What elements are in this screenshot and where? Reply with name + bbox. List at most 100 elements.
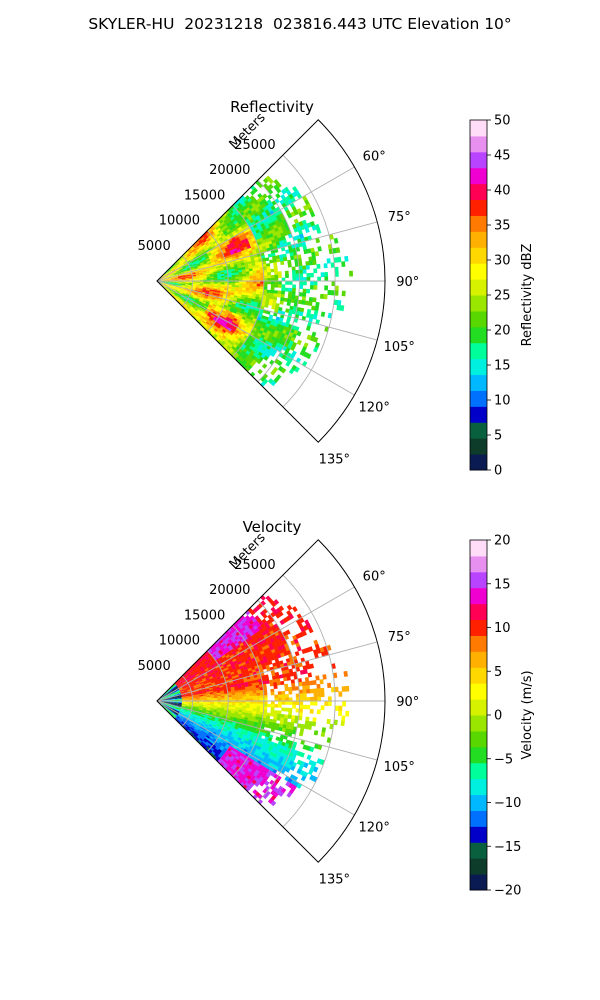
radar-cell [229, 669, 234, 674]
radar-cell [171, 267, 175, 271]
radar-cell [188, 277, 193, 279]
radar-cell [269, 259, 274, 264]
radar-cell [165, 271, 169, 275]
radar-cell [167, 289, 171, 293]
radar-cell [195, 311, 200, 315]
radar-cell [287, 245, 293, 250]
radar-cell [237, 652, 242, 658]
radar-cell [274, 271, 279, 276]
radar-cell [228, 667, 233, 672]
radar-cell [210, 680, 215, 684]
radar-cell [180, 709, 184, 712]
colorbar-swatch [470, 310, 487, 328]
radar-cell [313, 696, 318, 702]
radar-cell [234, 266, 239, 269]
radar-cell [293, 302, 298, 308]
radar-cell [162, 693, 166, 697]
radar-cell [173, 707, 177, 710]
radar-cell [207, 732, 212, 737]
radar-cell [248, 263, 253, 267]
radar-cell [228, 695, 232, 698]
radar-cell [204, 322, 209, 327]
radar-cell [314, 306, 319, 312]
radar-cell [183, 710, 188, 713]
radar-cell [210, 275, 214, 277]
radar-cell [278, 674, 284, 679]
radar-cell [238, 274, 243, 277]
radar-cell [167, 268, 171, 272]
radar-cell [279, 300, 284, 305]
radar-cell [182, 259, 187, 263]
radar-cell [216, 303, 221, 308]
radar-cell [192, 696, 197, 699]
radar-cell [178, 267, 183, 270]
radar-cell [203, 275, 207, 278]
radar-cell [175, 689, 180, 692]
radar-cell [217, 730, 222, 734]
radar-cell [299, 727, 305, 733]
radar-cell [231, 286, 236, 290]
radar-cell [168, 690, 173, 694]
radar-cell [266, 292, 271, 297]
radar-cell [243, 259, 248, 263]
radar-cell [219, 645, 224, 650]
radar-cell [237, 232, 242, 238]
radar-cell [183, 681, 188, 685]
radar-cell [239, 740, 244, 745]
radar-cell [229, 341, 235, 347]
radar-cell [169, 693, 174, 696]
radar-cell [184, 271, 188, 273]
radar-cell [243, 649, 249, 654]
radar-cell [226, 648, 231, 653]
radar-cell [270, 369, 276, 376]
radar-cell [223, 269, 228, 273]
radar-cell [171, 688, 176, 692]
radar-cell [185, 721, 190, 725]
radar-cell [223, 658, 229, 662]
radar-cell [203, 680, 208, 684]
radar-cell [298, 292, 303, 297]
radar-cell [240, 318, 246, 323]
radar-cell [192, 715, 197, 719]
radar-cell [212, 228, 217, 233]
radar-cell [163, 276, 167, 278]
radar-cell [180, 682, 184, 685]
radar-cell [213, 316, 218, 321]
radar-cell [281, 727, 287, 733]
radar-cell [193, 308, 198, 312]
radar-cell [213, 703, 218, 706]
radar-cell [259, 286, 264, 290]
radar-cell [300, 739, 306, 745]
radar-cell [194, 720, 199, 724]
radar-cell [227, 710, 232, 713]
radar-cell [232, 745, 238, 750]
radar-cell [309, 663, 315, 669]
radar-cell [211, 665, 216, 670]
radar-cell [223, 245, 228, 249]
radar-cell [205, 735, 210, 739]
radar-cell [168, 709, 172, 712]
radar-cell [221, 329, 227, 334]
radar-cell [200, 736, 205, 741]
radar-cell [210, 283, 215, 286]
radar-cell [195, 316, 200, 321]
radar-cell [230, 242, 235, 246]
radar-cell [249, 638, 255, 644]
radar-cell [185, 699, 190, 701]
radar-cell [185, 285, 189, 287]
radar-cell [339, 305, 345, 312]
radar-cell [235, 276, 240, 280]
velocity-panel: Velocity500010000150002000025000Meters60… [138, 518, 535, 899]
radar-cell [190, 727, 194, 731]
radar-cell [224, 284, 229, 287]
radar-cell [165, 287, 169, 290]
radar-cell [177, 285, 182, 287]
radar-cell [268, 721, 273, 726]
radar-cell [175, 261, 179, 265]
radar-cell [180, 272, 185, 274]
radar-cell [170, 703, 175, 706]
radar-cell [193, 664, 197, 668]
radar-cell [288, 368, 295, 375]
colorbar-tick-label: 45 [494, 149, 511, 164]
radar-cell [177, 284, 182, 287]
